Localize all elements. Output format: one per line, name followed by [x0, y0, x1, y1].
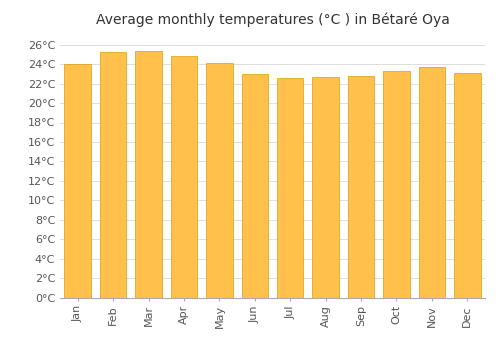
Bar: [383, 71, 409, 298]
Bar: [206, 63, 233, 298]
Bar: [454, 73, 480, 298]
Title: Average monthly temperatures (°C ) in Bétaré Oya: Average monthly temperatures (°C ) in Bé…: [96, 12, 450, 27]
Bar: [170, 56, 197, 298]
Bar: [418, 67, 445, 298]
Bar: [242, 74, 268, 298]
Bar: [312, 77, 339, 298]
Bar: [136, 50, 162, 298]
Bar: [64, 64, 91, 298]
Bar: [277, 78, 303, 298]
Bar: [348, 76, 374, 298]
Bar: [100, 51, 126, 298]
